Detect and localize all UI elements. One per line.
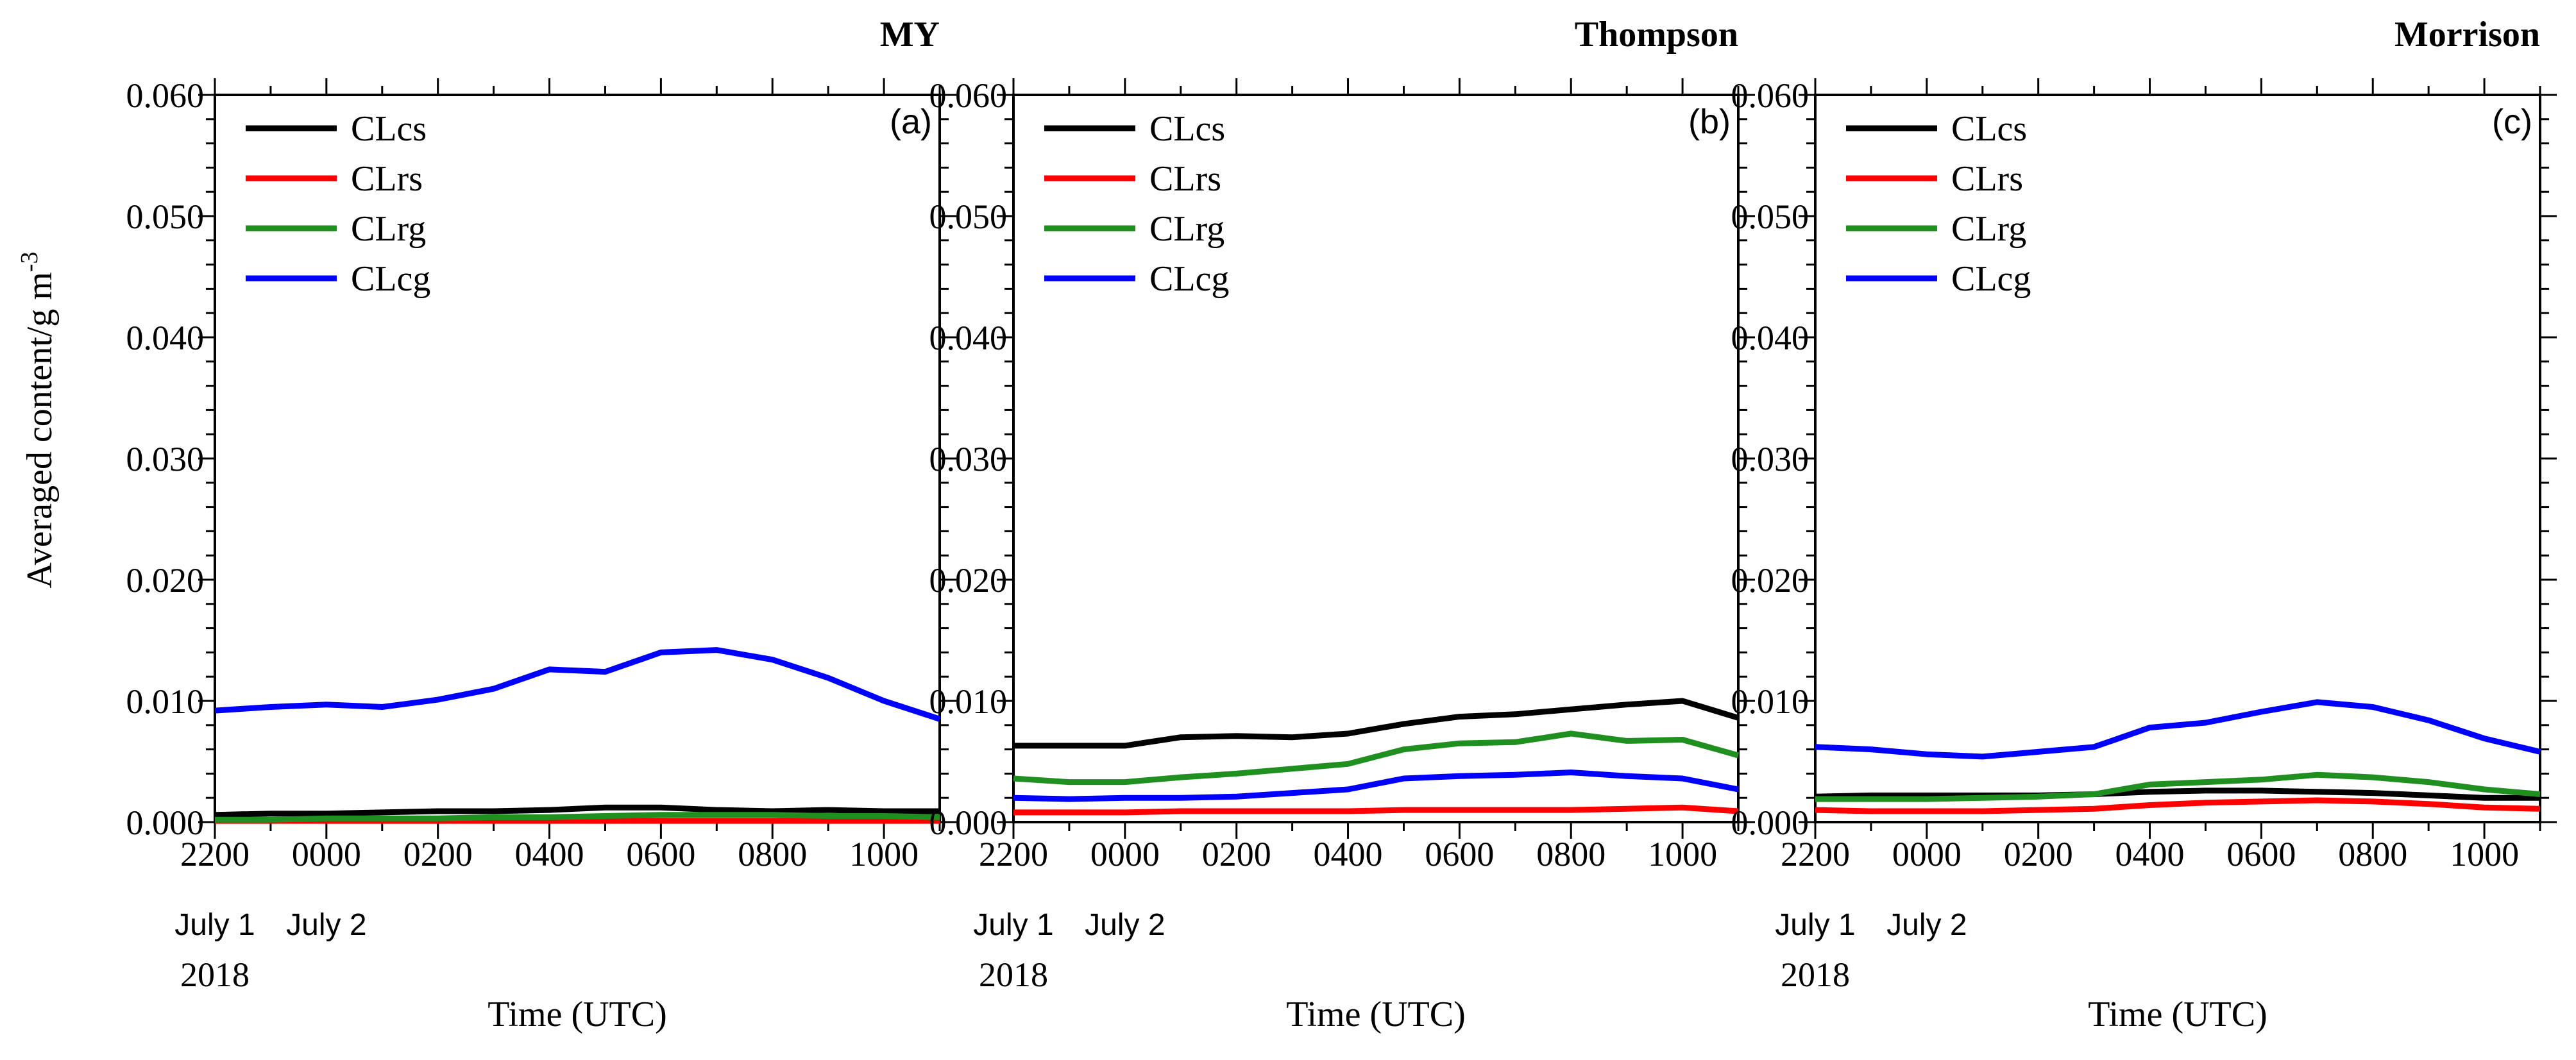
legend-label-clrg: CLrg — [1951, 209, 2026, 249]
y-tick-label: 0.030 — [929, 440, 1008, 478]
legend-label-clcs: CLcs — [1951, 109, 2027, 149]
series-line-clcg — [214, 647, 941, 722]
chart-panel-3: 0.000 0.010 0.020 0.030 0.040 0.050 0.060 2200 0… — [1731, 15, 2557, 1034]
legend-label-clcs: CLcs — [1149, 109, 1225, 149]
legend-label-clrs: CLrs — [1149, 159, 1221, 199]
y-tick-label: 0.060 — [1731, 76, 1809, 115]
x-tick-label: 2200 — [1781, 835, 1850, 873]
y-tick-label: 0.010 — [929, 682, 1008, 721]
series-line-clrs — [1815, 797, 2541, 814]
series-line-clcg — [1013, 770, 1739, 802]
x-tick-label: 0400 — [1314, 835, 1383, 873]
y-tick-label: 0.060 — [929, 76, 1008, 115]
legend-label-clrs: CLrs — [1951, 159, 2023, 199]
date-label-day2: July 2 — [286, 908, 366, 942]
x-axis-label: Time (UTC) — [487, 995, 667, 1034]
chart-panel-2: 0.000 0.010 0.020 0.030 0.040 0.050 0.060 2200 0… — [929, 15, 1755, 1034]
y-tick-label: 0.000 — [126, 803, 205, 842]
chart-panel-1: 0.000 0.010 0.020 0.030 0.040 0.050 0.060 2200 0… — [126, 15, 956, 1034]
legend-label-clrg: CLrg — [1149, 209, 1224, 249]
y-tick-label: 0.020 — [929, 561, 1008, 600]
panel-title: MY — [880, 15, 940, 55]
y-tick-label: 0.050 — [1731, 198, 1809, 236]
legend-label-clrs: CLrs — [351, 159, 423, 199]
y-tick-label: 0.040 — [1731, 319, 1809, 357]
x-tick-label: 0000 — [1892, 835, 1962, 873]
x-tick-label: 1000 — [2450, 835, 2519, 873]
panel-title: Morrison — [2394, 15, 2540, 55]
legend-label-clcs: CLcs — [351, 109, 427, 149]
panel-label: (c) — [2492, 103, 2532, 141]
series-line-clrg — [1013, 730, 1740, 786]
x-tick-label: 0200 — [2004, 835, 2073, 873]
x-tick-label: 2200 — [979, 835, 1048, 873]
y-axis-label: Averaged content/g m-3 — [16, 251, 60, 588]
y-tick-label: 0.020 — [126, 561, 205, 600]
y-tick-label: 0.010 — [126, 682, 205, 721]
series-line-clcs — [1815, 787, 2540, 801]
series-line-clrs — [1013, 804, 1739, 816]
x-tick-label: 0600 — [1425, 835, 1494, 873]
x-tick-label: 2200 — [180, 835, 250, 873]
y-axis-label-exponent: -3 — [16, 251, 43, 272]
series-line-clcs — [214, 804, 940, 818]
x-tick-label: 0600 — [2226, 835, 2296, 873]
date-label-day1: July 1 — [174, 908, 255, 942]
x-tick-label: 0200 — [403, 835, 473, 873]
panel-title: Thompson — [1575, 15, 1738, 55]
plot-frame — [1814, 94, 2541, 823]
y-tick-label: 0.000 — [929, 803, 1008, 842]
x-tick-label: 0000 — [292, 835, 361, 873]
x-axis-label: Time (UTC) — [1286, 995, 1466, 1034]
y-tick-label: 0.010 — [1731, 682, 1809, 721]
date-label-day1: July 1 — [973, 908, 1053, 942]
x-tick-label: 0200 — [1202, 835, 1271, 873]
x-tick-label: 0400 — [2115, 835, 2185, 873]
y-tick-label: 0.000 — [1731, 803, 1809, 842]
y-tick-label: 0.060 — [126, 76, 205, 115]
series-line-clrg — [1815, 771, 2541, 802]
legend-label-clcg: CLcg — [351, 259, 430, 299]
legend-label-clcg: CLcg — [1951, 259, 2031, 299]
x-tick-label: 0600 — [626, 835, 695, 873]
legend-label-clrg: CLrg — [351, 209, 426, 249]
plot-frame — [214, 94, 941, 823]
y-axis-label-text: Averaged content/g m — [20, 272, 60, 588]
series-line-clcg — [1815, 699, 2541, 760]
x-axis-label: Time (UTC) — [2088, 995, 2267, 1034]
date-label-year: 2018 — [979, 955, 1048, 994]
y-tick-label: 0.020 — [1731, 561, 1809, 600]
y-tick-label: 0.040 — [126, 319, 205, 357]
y-tick-label: 0.050 — [929, 198, 1008, 236]
y-tick-label: 0.030 — [1731, 440, 1809, 478]
date-label-day1: July 1 — [1775, 908, 1855, 942]
date-label-day2: July 2 — [1886, 908, 1967, 942]
x-tick-label: 0800 — [1536, 835, 1606, 873]
x-tick-label: 0800 — [738, 835, 807, 873]
series-line-clcs — [1013, 698, 1740, 749]
series-line-clrg — [215, 812, 940, 823]
date-label-year: 2018 — [1781, 955, 1850, 994]
y-tick-label: 0.050 — [126, 198, 205, 236]
date-label-day2: July 2 — [1085, 908, 1165, 942]
x-tick-label: 0800 — [2338, 835, 2407, 873]
legend-label-clcg: CLcg — [1149, 259, 1229, 299]
x-tick-label: 1000 — [1648, 835, 1717, 873]
plot-frame — [1012, 94, 1740, 823]
y-tick-label: 0.040 — [929, 319, 1008, 357]
x-tick-label: 0000 — [1090, 835, 1160, 873]
x-tick-label: 1000 — [849, 835, 919, 873]
y-tick-label: 0.030 — [126, 440, 205, 478]
x-tick-label: 0400 — [515, 835, 584, 873]
panel-label: (b) — [1688, 103, 1731, 141]
date-label-year: 2018 — [180, 955, 250, 994]
panel-label: (a) — [890, 103, 932, 141]
